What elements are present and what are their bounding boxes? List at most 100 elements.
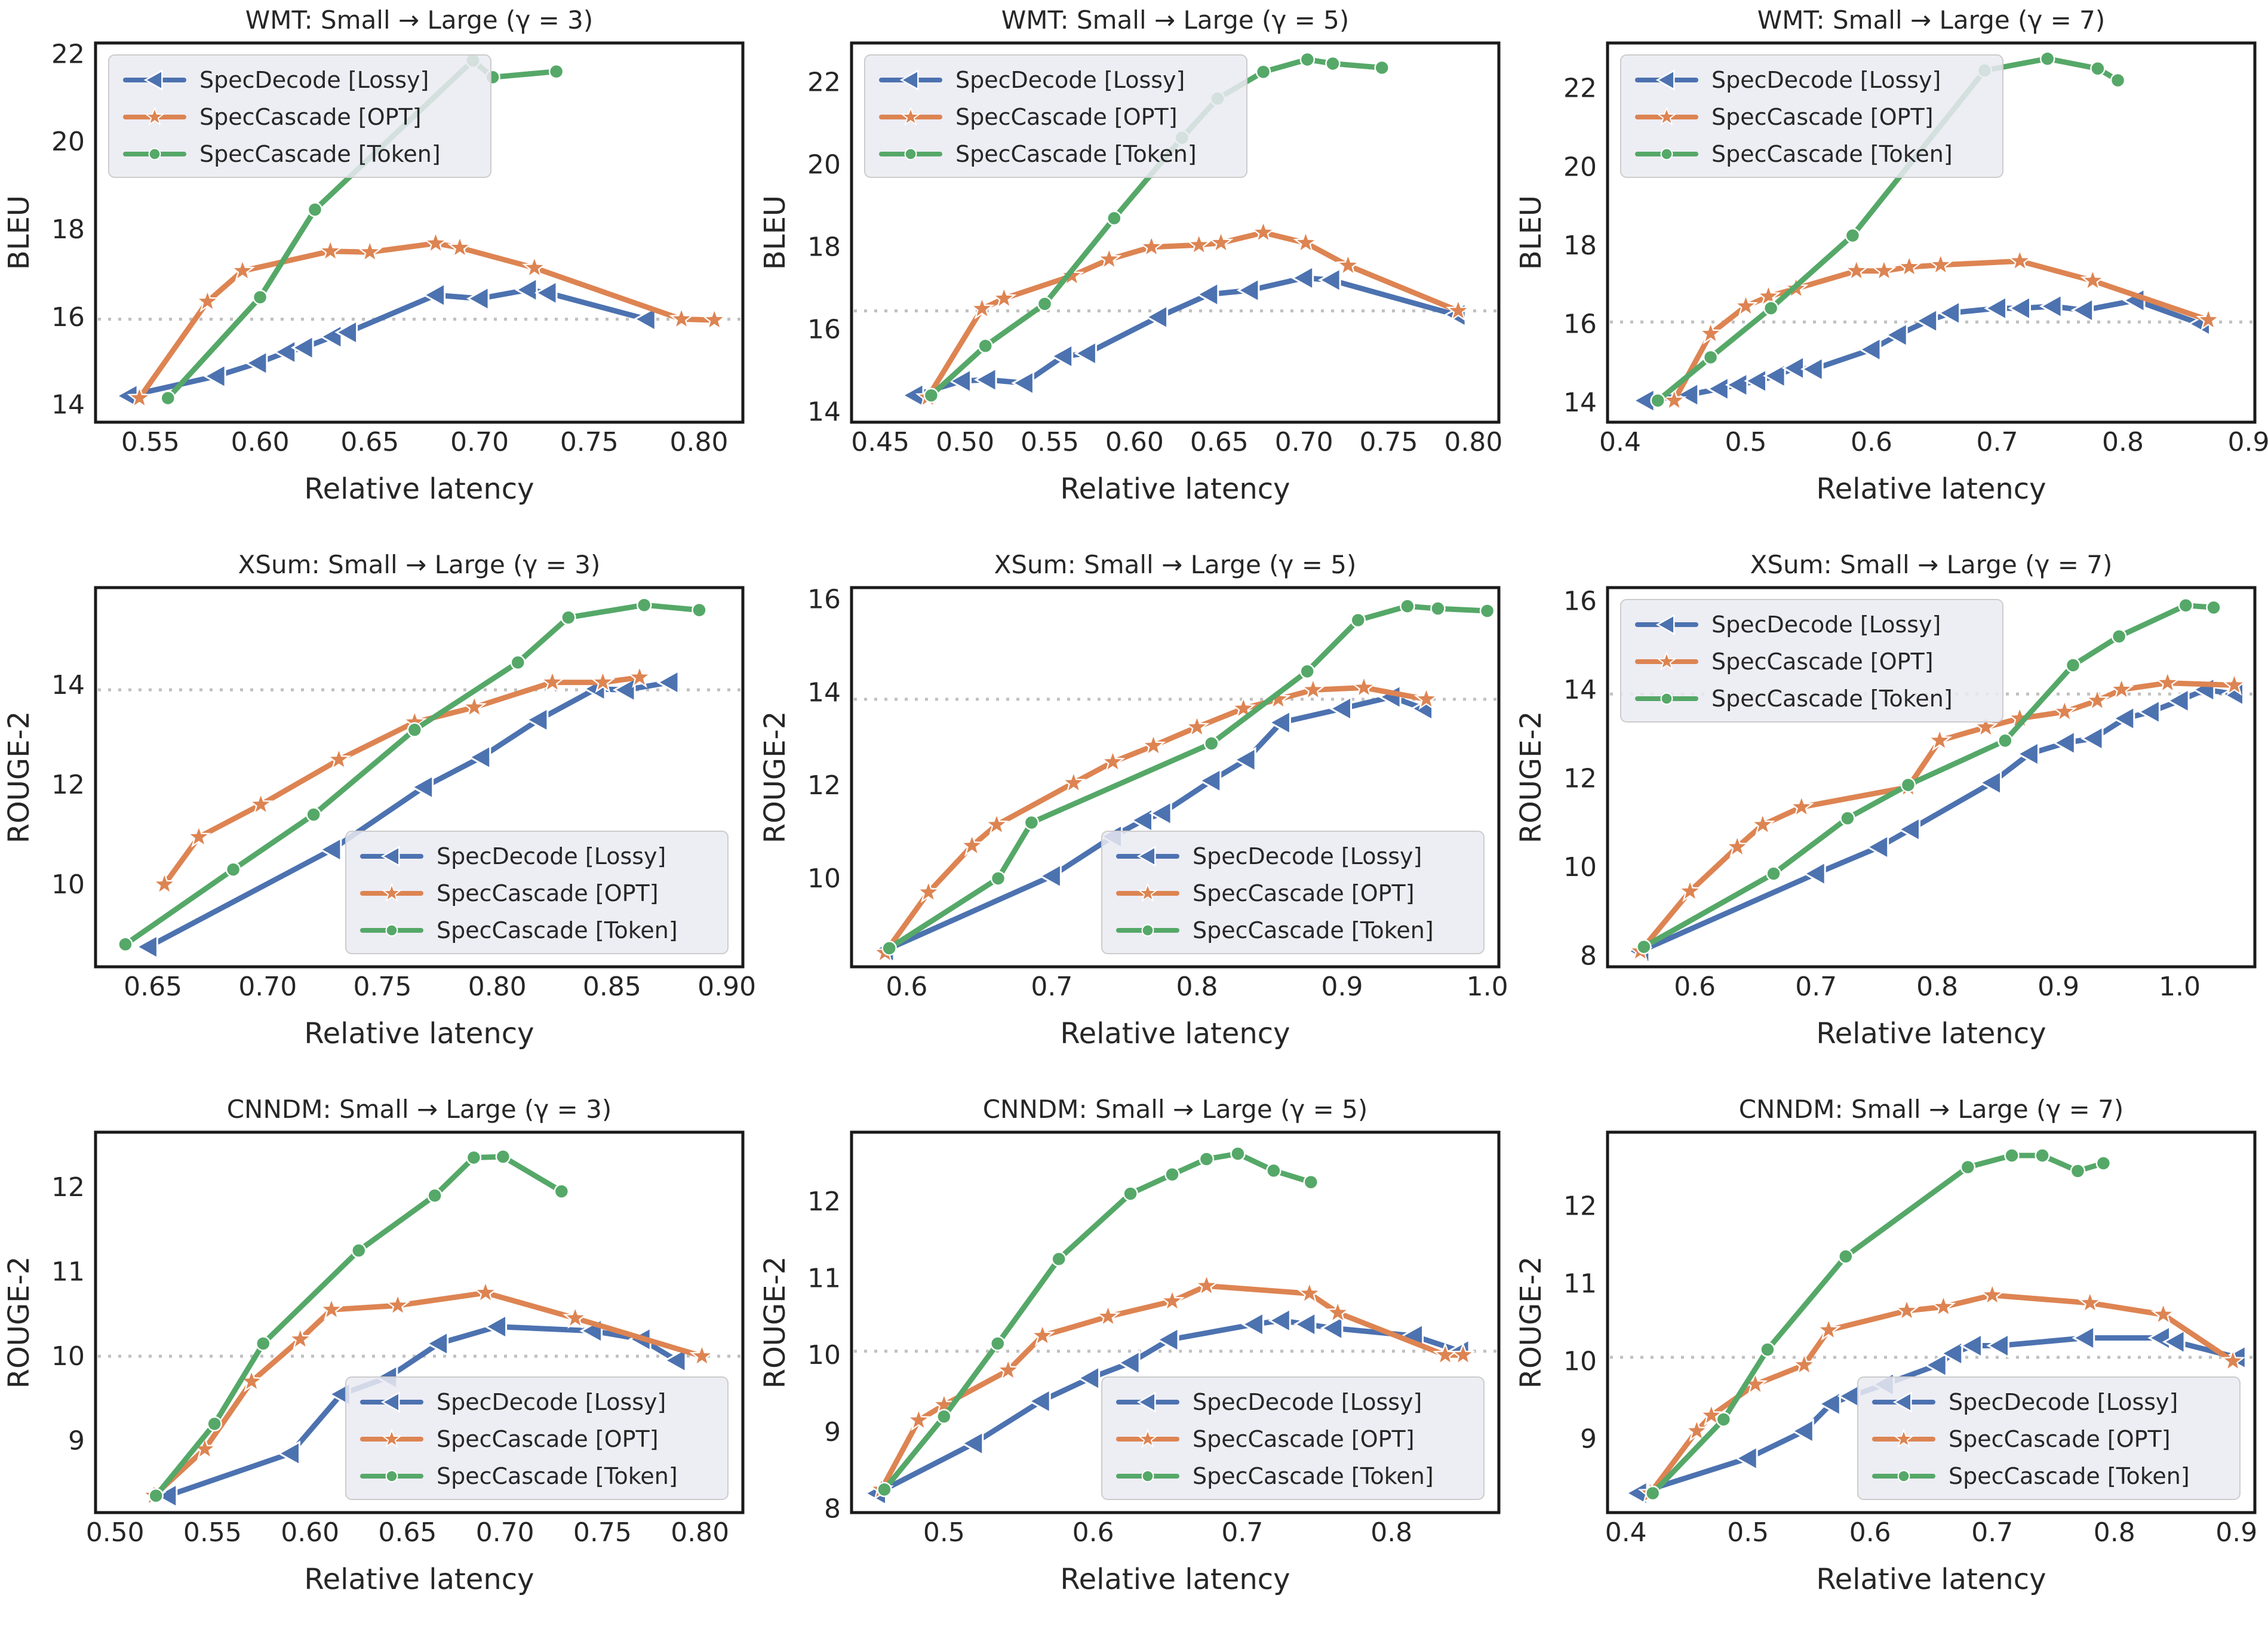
data-point-specdecode-lossy xyxy=(1145,304,1169,330)
legend-box xyxy=(1101,831,1485,954)
legend-label-speccascade-token: SpecCascade [Token] xyxy=(199,141,441,167)
data-point-specdecode-lossy xyxy=(1011,370,1034,396)
axes-frame xyxy=(94,1130,745,1514)
legend-item-speccascade-opt: SpecCascade [OPT] xyxy=(123,104,422,130)
data-point-specdecode-lossy xyxy=(1866,834,1889,860)
data-point-speccascade-opt xyxy=(1788,794,1814,818)
y-axis-label: BLEU xyxy=(2,195,36,270)
series-markers-speccascade-token xyxy=(118,597,707,952)
subplot-cnndm-gamma3: 0.50 0.55 0.60 0.65 0.70 0.75 0.80 9 10 11 12 CNNDM… xyxy=(0,1089,756,1635)
data-point-speccascade-opt xyxy=(2052,699,2078,723)
y-tick-label: 11 xyxy=(807,1264,841,1294)
x-tick-label: 0.65 xyxy=(340,427,399,457)
series-markers-specdecode-lossy xyxy=(901,265,1467,408)
data-point-speccascade-token xyxy=(1645,1485,1661,1501)
x-tick-label: 0.7 xyxy=(1971,1517,2013,1548)
data-point-speccascade-opt xyxy=(1186,232,1212,256)
subplot-wmt-gamma3: 0.55 0.60 0.65 0.70 0.75 0.80 14 16 18 20 22 WMT: S… xyxy=(0,0,756,545)
legend-item-speccascade-token: SpecCascade [Token] xyxy=(1872,1463,2190,1489)
data-point-specdecode-lossy xyxy=(1038,863,1062,889)
x-axis-label: Relative latency xyxy=(1816,472,2046,506)
data-point-speccascade-opt xyxy=(1208,229,1234,254)
data-point-speccascade-opt xyxy=(1931,1293,1956,1318)
data-point-speccascade-opt xyxy=(357,239,383,263)
x-tick-label: 0.70 xyxy=(476,1517,534,1548)
legend-box xyxy=(108,54,491,178)
data-point-speccascade-token xyxy=(1037,296,1053,312)
data-point-legend-speccascade-token xyxy=(1897,1470,1910,1483)
x-axis-label: Relative latency xyxy=(304,1017,534,1050)
series-markers-speccascade-token xyxy=(1636,597,2221,955)
data-point-speccascade-opt xyxy=(1194,1273,1219,1297)
data-point-speccascade-token xyxy=(148,1488,164,1504)
data-point-speccascade-token xyxy=(923,388,939,403)
legend-item-specdecode-lossy: SpecDecode [Lossy] xyxy=(879,67,1185,93)
legend-item-speccascade-opt: SpecCascade [OPT] xyxy=(1116,880,1415,906)
x-tick-label: 0.6 xyxy=(1072,1517,1114,1548)
data-point-legend-specdecode-lossy xyxy=(143,69,163,91)
data-point-speccascade-token xyxy=(636,597,652,613)
data-point-specdecode-lossy xyxy=(1676,382,1700,408)
x-tick-label: 0.8 xyxy=(1916,972,1958,1002)
legend-label-speccascade-opt: SpecCascade [OPT] xyxy=(1711,104,1934,130)
data-point-speccascade-opt xyxy=(1325,1299,1350,1324)
data-point-specdecode-lossy xyxy=(2080,725,2104,752)
legend-item-speccascade-opt: SpecCascade [OPT] xyxy=(1635,104,1934,130)
data-point-specdecode-lossy xyxy=(1050,343,1074,370)
data-point-legend-speccascade-token xyxy=(385,1470,398,1483)
plot-background xyxy=(0,1089,756,1635)
data-point-specdecode-lossy xyxy=(2016,740,2039,767)
x-tick-label: 1.0 xyxy=(2159,972,2201,1002)
x-tick-label: 0.9 xyxy=(2228,427,2268,457)
data-point-specdecode-lossy xyxy=(1858,336,1882,362)
data-point-specdecode-lossy xyxy=(1940,1340,1963,1367)
data-point-specdecode-lossy xyxy=(973,367,997,393)
data-point-specdecode-lossy xyxy=(291,334,314,361)
y-tick-label: 14 xyxy=(807,397,841,428)
legend-item-speccascade-opt: SpecCascade [OPT] xyxy=(1116,1426,1415,1452)
data-point-speccascade-opt xyxy=(1301,677,1326,701)
data-point-speccascade-opt xyxy=(1844,257,1869,282)
data-point-speccascade-token xyxy=(1266,1163,1281,1179)
data-point-specdecode-lossy xyxy=(1117,1350,1141,1376)
y-axis-label: BLEU xyxy=(1514,195,1548,270)
legend: SpecDecode [Lossy] SpecCascade [OPT] SpecC… xyxy=(108,54,491,178)
x-tick-label: 0.80 xyxy=(1444,427,1502,457)
data-point-speccascade-opt xyxy=(563,1305,588,1329)
legend-item-speccascade-opt: SpecCascade [OPT] xyxy=(360,1426,659,1452)
series-markers-specdecode-lossy xyxy=(1632,287,2211,414)
data-point-speccascade-opt xyxy=(2155,669,2180,694)
data-point-speccascade-opt xyxy=(1750,812,1775,836)
data-point-speccascade-token xyxy=(1702,349,1719,365)
data-point-specdecode-lossy xyxy=(534,279,558,306)
y-axis-label: ROUGE-2 xyxy=(758,1256,792,1389)
x-tick-label: 0.55 xyxy=(1021,427,1079,457)
data-point-legend-speccascade-opt xyxy=(1656,106,1677,126)
data-point-speccascade-opt xyxy=(1698,321,1723,345)
series-markers-speccascade-token xyxy=(877,1146,1319,1498)
data-point-speccascade-opt xyxy=(1231,695,1256,720)
data-point-speccascade-token xyxy=(407,722,423,737)
data-point-specdecode-lossy xyxy=(273,339,297,365)
y-tick-label: 10 xyxy=(51,869,85,900)
legend-label-speccascade-token: SpecCascade [Token] xyxy=(1949,1463,2190,1489)
series-line-speccascade-token xyxy=(122,602,702,947)
data-point-speccascade-opt xyxy=(1351,674,1376,699)
data-point-speccascade-opt xyxy=(1677,878,1702,902)
x-tick-label: 0.75 xyxy=(354,972,412,1002)
data-point-specdecode-lossy xyxy=(1293,1311,1317,1338)
data-point-speccascade-opt xyxy=(423,230,448,254)
data-point-legend-specdecode-lossy xyxy=(380,846,400,867)
data-point-speccascade-opt xyxy=(2196,306,2221,331)
data-point-speccascade-token xyxy=(2065,657,2081,673)
data-point-specdecode-lossy xyxy=(1155,1326,1179,1353)
data-point-speccascade-token xyxy=(1350,612,1366,628)
data-point-specdecode-lossy xyxy=(1236,277,1260,303)
data-point-specdecode-lossy xyxy=(2039,293,2063,319)
x-axis-label: Relative latency xyxy=(1060,1017,1290,1050)
data-point-speccascade-token xyxy=(1845,228,1861,244)
x-tick-label: 0.60 xyxy=(1105,427,1164,457)
data-point-specdecode-lossy xyxy=(1897,816,1920,843)
legend-label-speccascade-opt: SpecCascade [OPT] xyxy=(1711,649,1934,675)
